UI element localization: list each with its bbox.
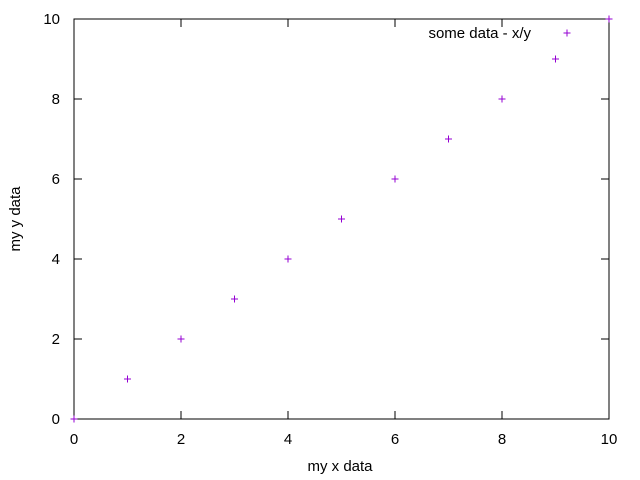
x-axis-tick-labels: 0 2 4 6 8 10 (70, 431, 618, 448)
y-tick-label: 0 (52, 411, 60, 428)
y-axis-ticks (74, 18, 609, 420)
plot-frame (73, 18, 610, 420)
x-axis-label: my x data (307, 458, 373, 475)
x-tick-label: 0 (70, 431, 78, 448)
legend-marker-plus (563, 29, 571, 37)
data-point (284, 255, 292, 263)
y-tick-label: 10 (43, 11, 60, 28)
data-point (552, 55, 559, 63)
x-tick-label: 6 (391, 431, 399, 448)
y-tick-label: 4 (52, 251, 60, 268)
data-point (177, 335, 185, 343)
y-tick-label: 6 (52, 171, 60, 188)
legend-marker (563, 29, 571, 37)
x-tick-label: 10 (601, 431, 618, 448)
data-point (445, 135, 452, 143)
y-tick-label: 2 (52, 331, 60, 348)
data-point (124, 375, 131, 383)
legend: some data - x/y (428, 25, 571, 42)
legend-label: some data - x/y (428, 25, 531, 42)
x-tick-label: 8 (498, 431, 506, 448)
y-axis-label: my y data (7, 186, 24, 252)
x-tick-label: 4 (284, 431, 292, 448)
y-axis-tick-labels: 0 2 4 6 8 10 (43, 11, 60, 428)
y-tick-label: 8 (52, 91, 60, 108)
scatter-points (70, 15, 613, 423)
data-point (605, 15, 613, 23)
data-point (231, 295, 238, 303)
data-point (338, 215, 345, 223)
data-point (391, 175, 399, 183)
data-point (498, 95, 506, 103)
data-point (70, 415, 78, 423)
x-tick-label: 2 (177, 431, 185, 448)
